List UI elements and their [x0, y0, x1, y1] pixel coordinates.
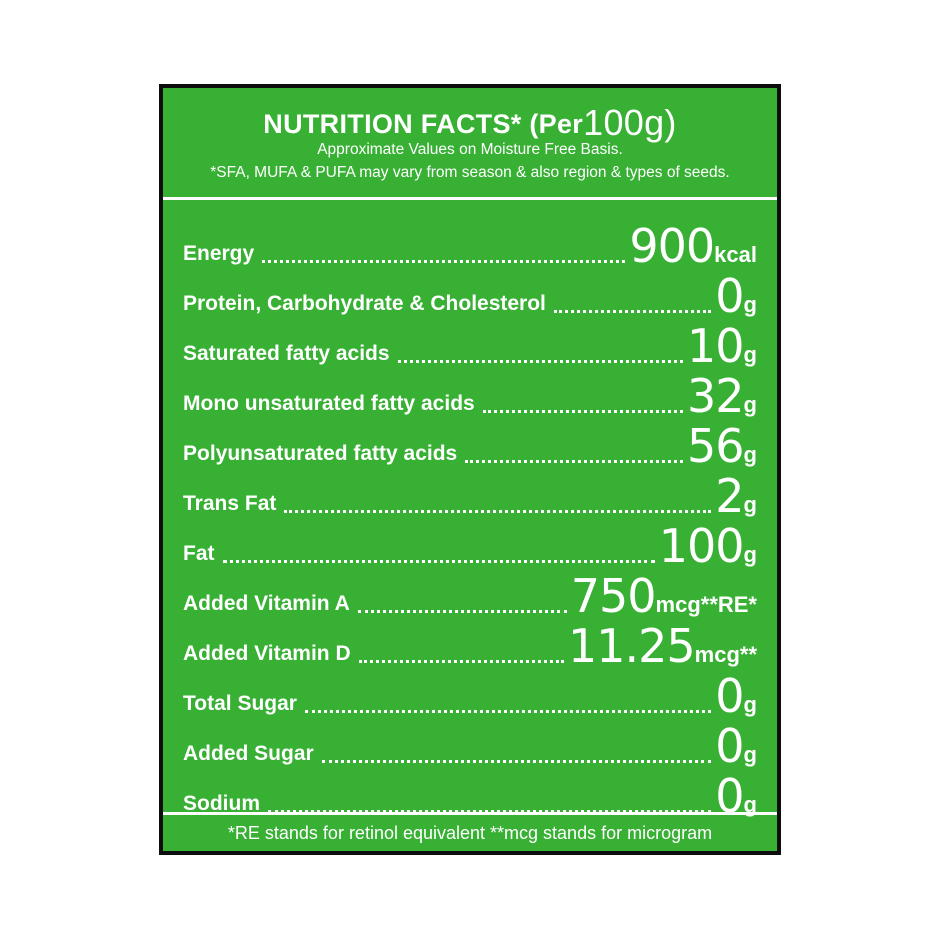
nutrient-label: Fat: [183, 542, 215, 565]
nutrition-title: NUTRITION FACTS* (Per100g): [163, 102, 777, 144]
nutrient-value: 0g: [715, 273, 757, 319]
value-number: 0: [715, 719, 744, 773]
nutrient-label: Added Sugar: [183, 742, 314, 765]
value-number: 0: [715, 669, 744, 723]
nutrient-label: Mono unsaturated fatty acids: [183, 392, 475, 415]
value-number: 56: [687, 419, 745, 473]
subtitle-approx: Approximate Values on Moisture Free Basi…: [317, 141, 623, 158]
value-number: 750: [570, 569, 657, 623]
nutrient-value: 32g: [687, 373, 757, 419]
dot-leader: [222, 560, 655, 563]
value-number: 10: [687, 319, 745, 373]
value-number: 100: [658, 519, 745, 573]
value-number: 32: [687, 369, 745, 423]
dot-leader: [358, 660, 564, 663]
value-number: 900: [629, 219, 715, 273]
nutrient-row-trans-fat: Trans Fat 2g: [183, 469, 757, 519]
nutrient-row-sodium: Sodium 0g: [183, 769, 757, 819]
nutrient-value: 56g: [687, 423, 757, 469]
nutrient-row-vitamin-a: Added Vitamin A 750mcg**RE*: [183, 569, 757, 619]
nutrient-row-vitamin-d: Added Vitamin D 11.25mcg**: [183, 619, 757, 669]
dot-leader: [268, 810, 712, 813]
value-unit: g: [743, 292, 757, 317]
dot-leader: [321, 760, 712, 763]
nutrient-label: Protein, Carbohydrate & Cholesterol: [183, 292, 546, 315]
value-unit: g: [743, 742, 757, 767]
nutrient-value: 11.25mcg**: [568, 623, 757, 669]
dot-leader: [262, 260, 626, 263]
value-unit: g: [743, 342, 757, 367]
nutrient-label: Sodium: [183, 792, 260, 815]
value-unit: g: [743, 392, 757, 417]
nutrient-value: 100g: [659, 523, 757, 569]
nutrient-rows: Energy 900kcal Protein, Carbohydrate & C…: [183, 219, 757, 819]
value-unit: mcg**RE*: [655, 592, 757, 617]
nutrient-row-added-sugar: Added Sugar 0g: [183, 719, 757, 769]
value-number: 0: [715, 269, 744, 323]
nutrient-value: 750mcg**RE*: [571, 573, 757, 619]
subtitle-variation: *SFA, MUFA & PUFA may vary from season &…: [210, 164, 730, 181]
nutrient-row-protein: Protein, Carbohydrate & Cholesterol 0g: [183, 269, 757, 319]
nutrient-row-poly: Polyunsaturated fatty acids 56g: [183, 419, 757, 469]
per-prefix: (Per: [529, 109, 584, 139]
value-unit: g: [743, 792, 757, 817]
nutrient-value: 0g: [715, 723, 757, 769]
value-unit: g: [743, 442, 757, 467]
value-number: 11.25: [567, 619, 696, 673]
nutrient-row-total-sugar: Total Sugar 0g: [183, 669, 757, 719]
nutrient-label: Polyunsaturated fatty acids: [183, 442, 458, 465]
dot-leader: [553, 310, 712, 313]
value-unit: g: [743, 542, 757, 567]
dot-leader: [357, 610, 567, 613]
nutrition-facts-panel: NUTRITION FACTS* (Per100g) Approximate V…: [159, 84, 781, 855]
value-number: 0: [715, 769, 744, 823]
footnote: *RE stands for retinol equivalent **mcg …: [163, 812, 777, 851]
value-unit: mcg**: [694, 642, 757, 667]
dot-leader: [482, 410, 683, 413]
nutrient-label: Trans Fat: [183, 492, 277, 515]
nutrient-value: 10g: [687, 323, 757, 369]
value-number: 2: [715, 469, 744, 523]
dot-leader: [397, 360, 683, 363]
value-unit: g: [743, 492, 757, 517]
nutrient-label: Added Vitamin D: [183, 642, 351, 665]
nutrient-value: 0g: [715, 773, 757, 819]
nutrient-label: Saturated fatty acids: [183, 342, 390, 365]
nutrient-value: 0g: [715, 673, 757, 719]
nutrient-label: Total Sugar: [183, 692, 297, 715]
dot-leader: [304, 710, 712, 713]
value-unit: g: [743, 692, 757, 717]
per-value: 100g): [583, 102, 677, 143]
nutrient-label: Energy: [183, 242, 255, 265]
dot-leader: [465, 460, 683, 463]
nutrient-row-saturated: Saturated fatty acids 10g: [183, 319, 757, 369]
nutrition-header: NUTRITION FACTS* (Per100g) Approximate V…: [163, 88, 777, 200]
nutrient-row-mono: Mono unsaturated fatty acids 32g: [183, 369, 757, 419]
value-unit: kcal: [714, 242, 757, 267]
nutrient-row-fat: Fat 100g: [183, 519, 757, 569]
nutrient-value: 2g: [715, 473, 757, 519]
title-text: NUTRITION FACTS*: [263, 109, 522, 139]
nutrient-row-energy: Energy 900kcal: [183, 219, 757, 269]
nutrient-label: Added Vitamin A: [183, 592, 350, 615]
dot-leader: [284, 510, 712, 513]
nutrient-value: 900kcal: [629, 223, 757, 269]
